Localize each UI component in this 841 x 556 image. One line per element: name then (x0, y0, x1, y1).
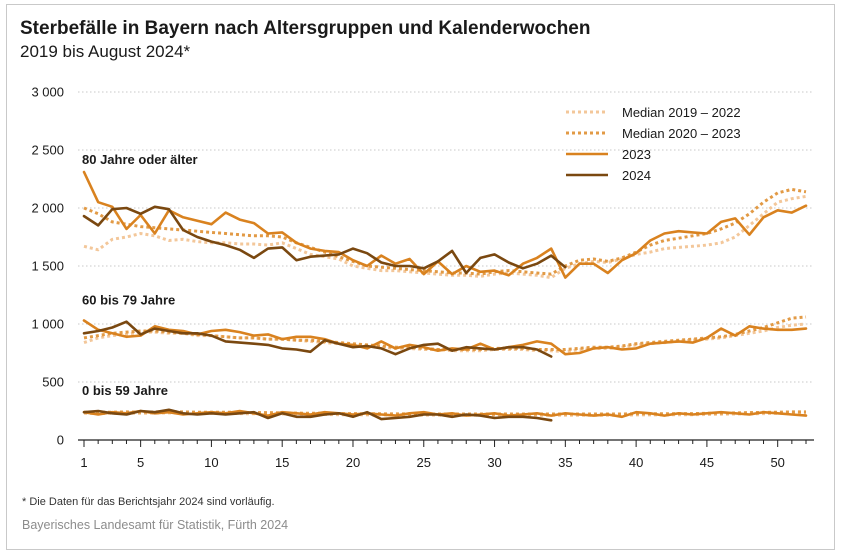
gridlines (78, 91, 814, 383)
x-tick-label: 5 (137, 455, 144, 470)
x-tick-label: 1 (80, 455, 87, 470)
y-tick-label: 500 (42, 375, 64, 390)
y-tick-label: 1 500 (31, 259, 64, 274)
y-tick-label: 2 500 (31, 143, 64, 158)
legend-label: 2024 (622, 168, 651, 183)
series-line-group2-4 (82, 320, 553, 358)
legend: Median 2019 – 2022 Median 2020 – 2023 2023… (566, 105, 741, 183)
chart-title: Sterbefälle in Bayern nach Altersgruppen… (20, 18, 591, 39)
chart-subtitle: 2019 bis August 2024* (20, 42, 191, 61)
legend-label: Median 2020 – 2023 (622, 126, 741, 141)
x-tick-label: 35 (558, 455, 572, 470)
group-label-3: 0 bis 59 Jahre (82, 383, 168, 398)
x-tick-label: 20 (346, 455, 360, 470)
x-tick-label: 40 (629, 455, 643, 470)
y-tick-label: 1 000 (31, 317, 64, 332)
legend-label: Median 2019 – 2022 (622, 105, 741, 120)
source-note: Bayerisches Landesamt für Statistik, Für… (22, 518, 289, 532)
series-line-group1-1 (83, 194, 807, 280)
series-line-group1-4 (82, 205, 567, 275)
series-lines (82, 170, 808, 422)
x-tick-label: 30 (487, 455, 501, 470)
series-line-group1-2 (83, 187, 807, 276)
y-tick-label: 2 000 (31, 201, 64, 216)
chart-frame (6, 4, 835, 550)
series-line-group2-3 (82, 319, 808, 356)
group-label-1: 80 Jahre oder älter (82, 152, 198, 167)
series-line-group1-3 (82, 170, 808, 279)
y-tick-label: 0 (57, 433, 64, 448)
footnote: * Die Daten für das Berichtsjahr 2024 si… (22, 496, 275, 508)
x-tick-label: 10 (204, 455, 218, 470)
x-tick-label: 15 (275, 455, 289, 470)
group-label-2: 60 bis 79 Jahre (82, 292, 175, 307)
x-tick-label: 50 (770, 455, 784, 470)
group-labels: 80 Jahre oder älter 60 bis 79 Jahre 0 bis … (82, 152, 198, 398)
series-line-group3-4 (82, 408, 553, 422)
legend-label: 2023 (622, 147, 651, 162)
y-tick-label: 3 000 (31, 85, 64, 100)
x-tick-label: 45 (700, 455, 714, 470)
x-tick-label: 25 (417, 455, 431, 470)
